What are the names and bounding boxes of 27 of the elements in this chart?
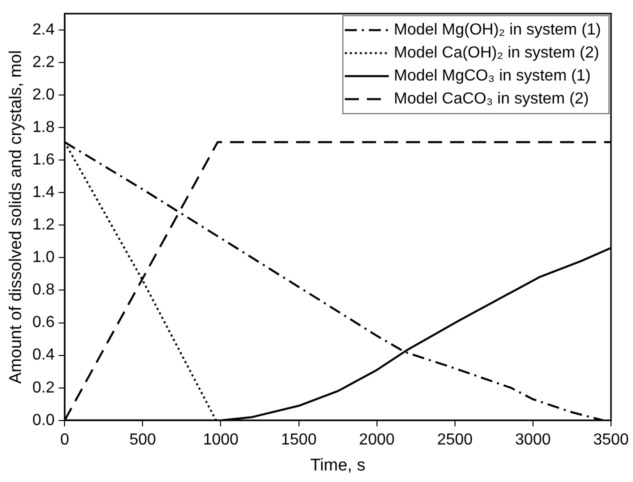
x-tick-label: 2500 [437,431,473,448]
y-tick-label: 1.8 [32,118,55,136]
legend-label: Model CaCO₃ in system (2) [394,90,589,108]
y-tick-label: 0.4 [32,346,55,364]
y-tick-label: 2.2 [32,54,55,71]
x-tick-label: 0 [60,431,70,448]
y-tick-label: 2.0 [32,86,55,104]
legend-label: Model Mg(OH)₂ in system (1) [394,22,602,39]
y-tick-label: 1.6 [32,151,55,168]
y-tick-label: 1.4 [32,184,55,201]
y-tick-label: 0.8 [32,282,55,299]
x-tick-label: 500 [129,431,156,448]
legend-label: Model Ca(OH)₂ in system (2) [394,44,600,62]
x-tick-label: 1500 [281,431,317,448]
x-tick-label: 3000 [515,431,551,448]
x-tick-label: 1000 [202,431,239,448]
x-tick-label: 2000 [359,431,395,448]
y-tick-label: 1.0 [32,249,55,266]
y-tick-label: 1.2 [32,216,55,234]
y-tick-label: 0.2 [32,379,55,396]
y-tick-label: 0.6 [32,314,55,332]
y-axis-title: Amount of dissolved solids and crystals, mol [6,50,25,384]
x-tick-label: 3500 [593,431,629,448]
legend-label: Model MgCO₃ in system (1) [394,68,591,85]
x-axis-title: Time, s [310,455,366,474]
y-tick-label: 0.0 [32,412,55,429]
y-tick-label: 2.4 [32,21,55,38]
